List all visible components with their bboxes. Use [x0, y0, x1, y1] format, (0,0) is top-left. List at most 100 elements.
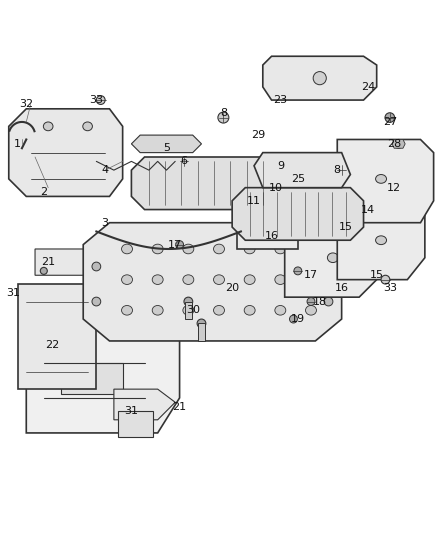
Polygon shape — [392, 140, 405, 148]
Bar — [185, 302, 192, 319]
Polygon shape — [254, 152, 350, 188]
Ellipse shape — [121, 275, 132, 285]
Text: 32: 32 — [19, 100, 33, 109]
Ellipse shape — [183, 305, 194, 315]
Text: 22: 22 — [46, 341, 60, 350]
Ellipse shape — [152, 244, 163, 254]
Text: 8: 8 — [220, 108, 227, 118]
Ellipse shape — [183, 244, 194, 254]
Ellipse shape — [183, 275, 194, 285]
Ellipse shape — [307, 297, 315, 305]
Bar — [198, 324, 205, 341]
Text: 28: 28 — [387, 139, 401, 149]
Ellipse shape — [381, 275, 390, 284]
Ellipse shape — [305, 305, 316, 315]
Polygon shape — [26, 319, 180, 433]
Ellipse shape — [394, 140, 403, 148]
Text: 14: 14 — [361, 205, 375, 215]
Text: 33: 33 — [383, 284, 397, 293]
Text: 17: 17 — [304, 270, 318, 280]
Text: 19: 19 — [291, 314, 305, 324]
Text: 9: 9 — [277, 161, 284, 171]
Ellipse shape — [294, 267, 302, 275]
Polygon shape — [263, 56, 377, 100]
Polygon shape — [232, 188, 364, 240]
Polygon shape — [131, 135, 201, 152]
Ellipse shape — [257, 227, 268, 236]
Ellipse shape — [92, 262, 101, 271]
Polygon shape — [237, 209, 298, 249]
Ellipse shape — [214, 275, 224, 285]
Ellipse shape — [121, 305, 132, 315]
Ellipse shape — [375, 236, 387, 245]
Ellipse shape — [92, 297, 101, 306]
Text: 21: 21 — [173, 402, 187, 411]
Text: 21: 21 — [41, 257, 55, 267]
Ellipse shape — [184, 297, 193, 306]
Ellipse shape — [121, 244, 132, 254]
Text: 31: 31 — [6, 288, 20, 298]
Ellipse shape — [180, 157, 188, 165]
Text: 5: 5 — [163, 143, 170, 154]
Ellipse shape — [123, 416, 131, 424]
Text: 12: 12 — [387, 183, 401, 192]
Ellipse shape — [152, 275, 163, 285]
Text: 29: 29 — [251, 130, 265, 140]
Ellipse shape — [43, 122, 53, 131]
Text: 3: 3 — [102, 217, 109, 228]
Ellipse shape — [218, 112, 229, 123]
Polygon shape — [285, 219, 377, 297]
Text: 16: 16 — [335, 284, 349, 293]
Ellipse shape — [40, 268, 47, 274]
Ellipse shape — [337, 165, 346, 175]
Text: 27: 27 — [383, 117, 397, 127]
Polygon shape — [337, 140, 434, 223]
Ellipse shape — [385, 113, 395, 123]
Ellipse shape — [197, 319, 206, 328]
Ellipse shape — [244, 275, 255, 285]
Ellipse shape — [96, 96, 105, 104]
Ellipse shape — [305, 244, 316, 254]
Text: 31: 31 — [124, 406, 138, 416]
Ellipse shape — [305, 275, 316, 285]
Ellipse shape — [313, 71, 326, 85]
Ellipse shape — [83, 122, 92, 131]
Text: 30: 30 — [186, 305, 200, 316]
Polygon shape — [337, 201, 425, 280]
Ellipse shape — [275, 275, 286, 285]
Text: 33: 33 — [89, 95, 103, 105]
Text: 23: 23 — [273, 95, 287, 105]
Ellipse shape — [214, 305, 224, 315]
Polygon shape — [83, 223, 342, 341]
Text: 2: 2 — [40, 187, 47, 197]
Polygon shape — [9, 109, 123, 197]
Ellipse shape — [244, 305, 255, 315]
Bar — [118, 411, 153, 437]
Ellipse shape — [214, 244, 224, 254]
Ellipse shape — [290, 315, 297, 323]
Text: 16: 16 — [265, 231, 279, 241]
Text: 6: 6 — [180, 156, 187, 166]
Ellipse shape — [244, 244, 255, 254]
Polygon shape — [18, 284, 96, 389]
Text: 10: 10 — [269, 183, 283, 192]
Bar — [61, 363, 123, 393]
Text: 4: 4 — [102, 165, 109, 175]
Text: 15: 15 — [339, 222, 353, 232]
Text: 25: 25 — [291, 174, 305, 184]
Ellipse shape — [375, 174, 387, 183]
Polygon shape — [114, 389, 175, 420]
Text: 8: 8 — [334, 165, 341, 175]
Ellipse shape — [176, 241, 184, 248]
Text: 24: 24 — [361, 82, 375, 92]
Ellipse shape — [324, 262, 333, 271]
Text: 1: 1 — [14, 139, 21, 149]
Ellipse shape — [324, 297, 333, 306]
Ellipse shape — [275, 244, 286, 254]
Ellipse shape — [152, 305, 163, 315]
Ellipse shape — [275, 305, 286, 315]
Text: 18: 18 — [313, 296, 327, 306]
Text: 11: 11 — [247, 196, 261, 206]
Polygon shape — [35, 249, 92, 275]
Text: 15: 15 — [370, 270, 384, 280]
